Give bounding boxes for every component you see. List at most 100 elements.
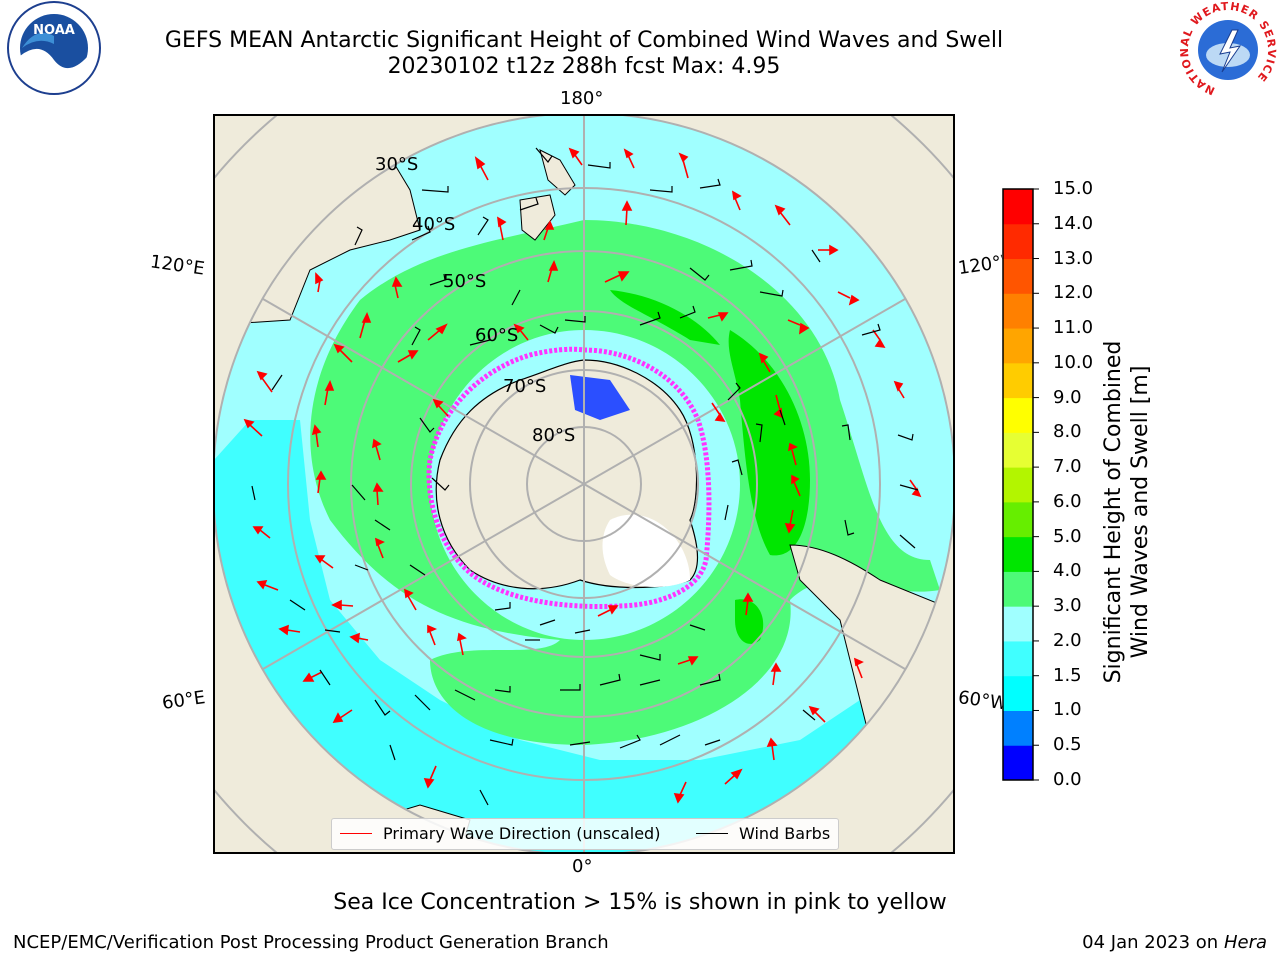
wave-arrow — [432, 398, 449, 417]
colorbar-tick-label: 4.0 — [1053, 560, 1082, 582]
wind-barb — [271, 374, 283, 391]
wave-arrow — [791, 474, 801, 497]
wind-barb — [619, 734, 641, 749]
colorbar-tick-label: 15.0 — [1053, 178, 1094, 199]
wind-barb — [479, 789, 489, 806]
wind-barb — [731, 459, 743, 476]
wave-arrow — [784, 509, 796, 534]
new-zealand-landmass — [519, 149, 576, 241]
lat-label-30s: 30°S — [375, 154, 418, 175]
wave-arrow — [302, 671, 323, 682]
wave-arrow — [711, 402, 726, 422]
wind-barb — [759, 289, 784, 297]
wave-arrow — [707, 312, 729, 322]
colorbar-tick-label: 6.0 — [1053, 490, 1082, 512]
wind-barb — [324, 629, 341, 633]
wind-barb — [251, 485, 256, 501]
colorbar-band — [1003, 710, 1033, 746]
wave-arrow — [391, 276, 403, 299]
nws-logo: NATIONAL WEATHER SERVICE — [1178, 0, 1277, 98]
wind-barb — [374, 699, 391, 716]
colorbar-tick-label: 12.0 — [1053, 282, 1094, 304]
wave-band-4-5m — [735, 599, 764, 644]
sea-ice-note: Sea Ice Concentration > 15% is shown in … — [333, 890, 947, 915]
wind-barb — [411, 225, 431, 241]
wind-barb — [689, 267, 710, 281]
wave-band-3-4m — [310, 220, 940, 745]
wind-barb — [494, 602, 511, 611]
colorbar-band — [1003, 258, 1033, 294]
wind-barb — [429, 273, 446, 286]
run-date-text: 04 Jan 2023 on — [1082, 932, 1224, 953]
colorbar-band — [1003, 293, 1033, 329]
colorbar-tick-label: 2.0 — [1053, 629, 1082, 651]
wave-arrow — [315, 470, 327, 494]
wave-arrow — [597, 605, 619, 617]
wave-direction-legend-label: Primary Wave Direction (unscaled) — [383, 824, 661, 843]
wave-arrow — [314, 555, 334, 569]
wind-barb — [414, 694, 431, 711]
wind-barb — [354, 226, 363, 246]
wave-arrow — [397, 350, 419, 363]
wind-barb — [409, 564, 426, 576]
lat-label-40s: 40°S — [412, 214, 455, 235]
wind-barb — [421, 186, 449, 193]
producer-credit: NCEP/EMC/Verification Post Processing Pr… — [13, 932, 609, 953]
wave-arrow — [256, 370, 273, 393]
wave-arrow — [837, 291, 860, 306]
wind-barbs-legend-swatch — [696, 833, 728, 834]
wave-band-1.5-2m — [214, 420, 880, 853]
wave-arrow — [311, 424, 322, 448]
chart-subtitle: 20230102 t12z 288h fcst Max: 4.95 — [387, 54, 781, 79]
wave-arrow — [604, 271, 630, 283]
wave-arrow — [724, 768, 743, 785]
wave-arrow — [543, 220, 555, 241]
wind-barb — [564, 316, 586, 323]
wind-barb — [811, 249, 821, 263]
wave-arrow — [909, 479, 922, 498]
wind-barb — [477, 216, 489, 236]
wind-barb — [639, 654, 661, 661]
wind-barb — [802, 709, 816, 721]
lon-label-0: 0° — [572, 856, 593, 877]
colorbar-title: Significant Height of Combined Wind Wave… — [1101, 340, 1153, 684]
wind-barb — [699, 673, 721, 686]
wave-arrow — [853, 657, 864, 679]
wave-arrow — [766, 737, 778, 761]
wind-barb — [699, 178, 721, 189]
wind-barb — [489, 738, 514, 746]
colorbar-tick-label: 0.0 — [1053, 769, 1082, 790]
wave-arrow — [770, 662, 782, 686]
wave-arrow — [818, 244, 839, 256]
wave-arrow — [568, 147, 583, 166]
wave-arrow — [758, 352, 771, 373]
chart-title: GEFS MEAN Antarctic Significant Height o… — [164, 28, 1004, 53]
wind-barb — [841, 424, 851, 441]
lat-label-80s: 80°S — [532, 425, 575, 446]
colorbar-band — [1003, 397, 1033, 433]
wave-arrow — [787, 442, 798, 466]
colorbar-tick-label: 13.0 — [1053, 247, 1094, 269]
wave-arrow — [457, 632, 467, 656]
wind-barb — [569, 741, 591, 746]
wave-arrow — [474, 156, 489, 181]
colorbar-band — [1003, 432, 1033, 468]
wave-arrow — [278, 624, 301, 636]
wind-barb — [727, 382, 741, 401]
colorbar-tick-label: 14.0 — [1053, 212, 1094, 234]
colorbar-band — [1003, 640, 1033, 677]
colorbar-band — [1003, 745, 1033, 781]
wind-barb — [639, 311, 661, 326]
wind-barb — [454, 689, 476, 701]
wind-barb — [419, 417, 435, 433]
lat-label-50s: 50°S — [443, 271, 486, 292]
colorbar-band — [1003, 501, 1033, 538]
colorbar-tick-label: 10.0 — [1053, 351, 1094, 373]
wave-arrow — [324, 380, 335, 406]
colorbar-tick-label: 3.0 — [1053, 595, 1082, 617]
wind-barb — [469, 333, 491, 346]
wind-barb — [844, 519, 855, 536]
wind-barb — [511, 289, 521, 306]
noaa-logo-text: NOAA — [33, 23, 75, 38]
colorbar-tick-label: 7.0 — [1053, 456, 1082, 478]
